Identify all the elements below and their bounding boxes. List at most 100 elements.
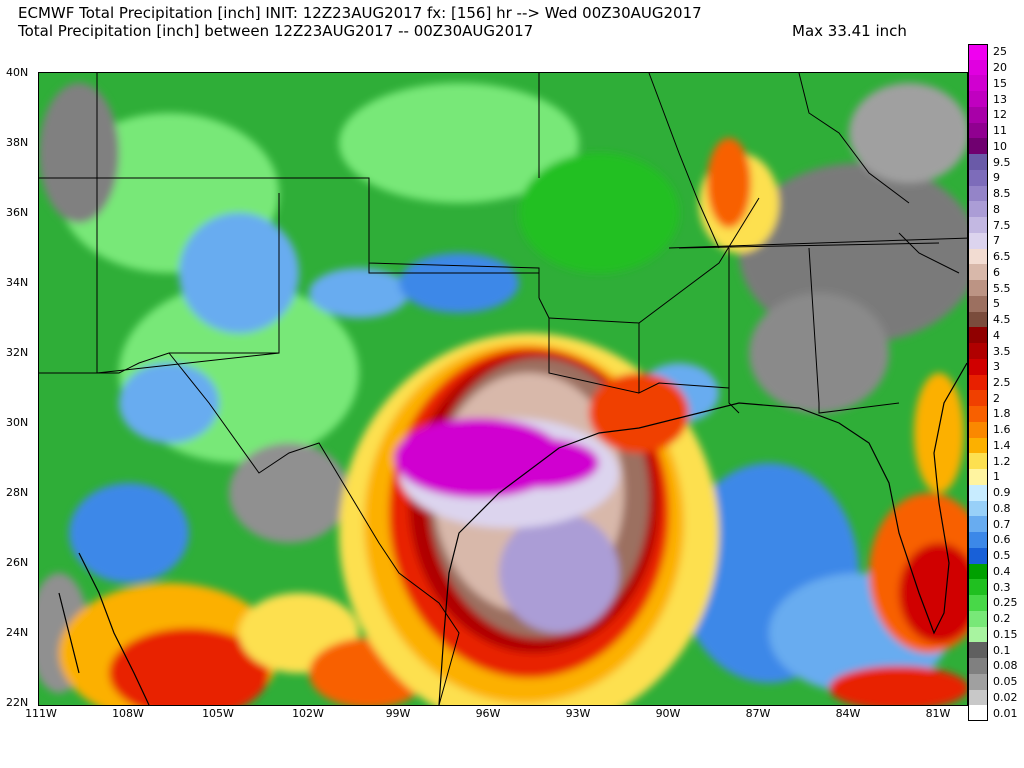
colorbar-label: 0.08 [993, 659, 1018, 673]
colorbar-swatch [968, 106, 988, 124]
colorbar-label: 4 [993, 328, 1000, 342]
lat-label: 24N [6, 626, 29, 639]
colorbar-swatch [968, 327, 988, 344]
lon-label: 108W [112, 707, 144, 720]
colorbar-label: 8 [993, 202, 1000, 216]
colorbar-swatch [968, 547, 988, 565]
state-borders [39, 73, 967, 705]
colorbar-swatch [968, 169, 988, 187]
colorbar-label: 1.2 [993, 454, 1011, 468]
chart-subtitle: Total Precipitation [inch] between 12Z23… [18, 22, 534, 40]
chart-title: ECMWF Total Precipitation [inch] INIT: 1… [18, 4, 702, 22]
colorbar-swatch [968, 516, 988, 533]
colorbar-label: 12 [993, 108, 1007, 122]
lat-label: 30N [6, 416, 29, 429]
colorbar-label: 9 [993, 171, 1000, 185]
colorbar-swatch [968, 579, 988, 596]
lon-label: 90W [655, 707, 681, 720]
colorbar-label: 2 [993, 391, 1000, 405]
colorbar-swatch [968, 138, 988, 155]
colorbar-label: 8.5 [993, 187, 1011, 201]
colorbar-swatch [968, 406, 988, 423]
lon-label: 81W [925, 707, 951, 720]
colorbar-swatch [968, 500, 988, 517]
colorbar-swatch [968, 91, 988, 108]
lon-label: 87W [745, 707, 771, 720]
colorbar-label: 0.4 [993, 564, 1011, 578]
colorbar-swatch [968, 154, 988, 171]
lon-label: 84W [835, 707, 861, 720]
lat-label: 32N [6, 346, 29, 359]
colorbar-label: 1.8 [993, 407, 1011, 421]
colorbar-swatch [968, 264, 988, 281]
colorbar-label: 5.5 [993, 281, 1011, 295]
colorbar-label: 5 [993, 297, 1000, 311]
colorbar-swatch [968, 626, 988, 643]
colorbar-label: 0.01 [993, 706, 1018, 720]
colorbar-label: 4.5 [993, 313, 1011, 327]
colorbar-label: 0.1 [993, 643, 1011, 657]
colorbar-label: 25 [993, 45, 1007, 59]
colorbar-swatch [968, 358, 988, 376]
colorbar-label: 7.5 [993, 218, 1011, 232]
colorbar-swatch [968, 374, 988, 391]
lon-label: 102W [292, 707, 324, 720]
colorbar-label: 3.5 [993, 344, 1011, 358]
colorbar-swatch [968, 201, 988, 218]
colorbar-label: 0.05 [993, 675, 1018, 689]
colorbar-label: 6 [993, 265, 1000, 279]
colorbar-swatch [968, 217, 988, 234]
colorbar-label: 0.15 [993, 627, 1018, 641]
colorbar-label: 1.4 [993, 438, 1011, 452]
lat-label: 26N [6, 556, 29, 569]
colorbar-swatch [968, 44, 988, 61]
lon-label: 111W [25, 707, 57, 720]
colorbar-swatch [968, 280, 988, 297]
colorbar-swatch [968, 484, 988, 502]
colorbar-label: 15 [993, 76, 1007, 90]
colorbar-label: 9.5 [993, 155, 1011, 169]
precipitation-map[interactable] [38, 72, 968, 706]
colorbar-label: 10 [993, 139, 1007, 153]
colorbar-swatch [968, 295, 988, 313]
colorbar-swatch [968, 248, 988, 265]
colorbar-label: 20 [993, 61, 1007, 75]
lon-label: 96W [475, 707, 501, 720]
lat-label: 36N [6, 206, 29, 219]
colorbar-label: 0.5 [993, 549, 1011, 563]
colorbar-label: 1 [993, 470, 1000, 484]
colorbar-swatch [968, 563, 988, 580]
colorbar-swatch [968, 610, 988, 628]
colorbar-label: 0.7 [993, 517, 1011, 531]
colorbar-swatch [968, 689, 988, 706]
colorbar-label: 3 [993, 360, 1000, 374]
colorbar-swatch [968, 122, 988, 139]
lon-label: 93W [565, 707, 591, 720]
colorbar-swatch [968, 232, 988, 250]
colorbar-swatch [968, 421, 988, 439]
colorbar-label: 2.5 [993, 376, 1011, 389]
colorbar-label: 6.5 [993, 250, 1011, 264]
colorbar-label: 13 [993, 92, 1007, 106]
lon-label: 105W [202, 707, 234, 720]
lat-label: 38N [6, 136, 29, 149]
colorbar-swatch [968, 437, 988, 454]
colorbar-label: 0.3 [993, 580, 1011, 594]
coastline [58, 362, 967, 705]
colorbar-label: 0.2 [993, 612, 1011, 626]
colorbar-swatch [968, 532, 988, 549]
colorbar-swatch [968, 595, 988, 612]
colorbar-label: 0.6 [993, 533, 1011, 547]
colorbar-swatch [968, 75, 988, 92]
max-value-label: Max 33.41 inch [792, 22, 907, 40]
colorbar-label: 0.9 [993, 486, 1011, 500]
colorbar-label: 0.02 [993, 690, 1018, 704]
lat-label: 28N [6, 486, 29, 499]
colorbar-swatch [968, 453, 988, 470]
colorbar-label: 1.6 [993, 423, 1011, 437]
colorbar-swatch [968, 59, 988, 76]
colorbar-swatch [968, 185, 988, 202]
colorbar-label: 0.8 [993, 501, 1011, 515]
colorbar-swatch [968, 658, 988, 675]
colorbar-swatch [968, 343, 988, 360]
